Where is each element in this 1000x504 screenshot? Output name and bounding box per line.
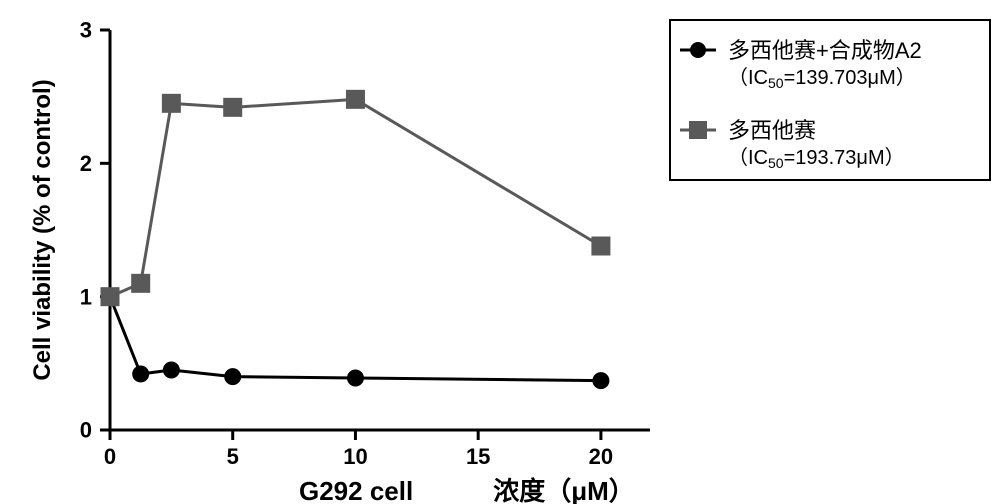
svg-text:2: 2 <box>80 151 92 176</box>
svg-text:10: 10 <box>343 444 367 469</box>
svg-text:3: 3 <box>80 18 92 43</box>
svg-text:（IC50=193.73μM）: （IC50=193.73μM） <box>728 146 905 171</box>
svg-text:多西他赛+合成物A2: 多西他赛+合成物A2 <box>728 38 922 63</box>
svg-text:20: 20 <box>589 444 613 469</box>
svg-text:Cell viability (% of control): Cell viability (% of control) <box>29 79 56 380</box>
chart-container: 0 5 10 15 20 0 1 2 3 Cell viability (% of control… <box>0 0 1000 504</box>
svg-text:0: 0 <box>80 418 92 443</box>
svg-text:多西他赛: 多西他赛 <box>728 118 816 143</box>
svg-text:5: 5 <box>227 444 239 469</box>
svg-text:0: 0 <box>104 444 116 469</box>
svg-text:15: 15 <box>466 444 490 469</box>
line-chart: 0 5 10 15 20 0 1 2 3 Cell viability (% of control… <box>0 0 1000 504</box>
svg-text:（IC50=139.703μM）: （IC50=139.703μM） <box>728 66 916 91</box>
svg-text:1: 1 <box>80 284 92 309</box>
